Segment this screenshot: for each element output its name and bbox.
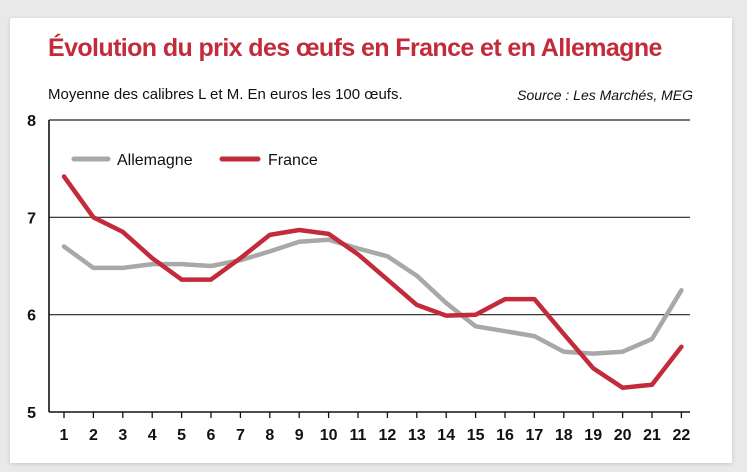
x-tick-label: 20	[614, 427, 632, 444]
x-tick-label: 4	[148, 427, 157, 444]
x-tick-label: 15	[467, 427, 485, 444]
x-tick-label: 22	[673, 427, 691, 444]
y-tick-label: 7	[27, 210, 36, 227]
x-tick-label: 19	[584, 427, 602, 444]
chart-source: Source : Les Marchés, MEG	[517, 87, 693, 103]
y-tick-label: 8	[27, 113, 36, 130]
x-tick-label: 2	[89, 427, 98, 444]
x-tick-label: 14	[437, 427, 455, 444]
x-tick-label: 6	[207, 427, 216, 444]
y-tick-label: 6	[27, 308, 36, 325]
legend-label-allemagne: Allemagne	[117, 152, 193, 169]
x-tick-label: 5	[177, 427, 186, 444]
x-tick-label: 1	[60, 427, 69, 444]
x-tick-label: 3	[118, 427, 127, 444]
x-tick-label: 7	[236, 427, 245, 444]
x-tick-label: 9	[295, 427, 304, 444]
x-tick-label: 13	[408, 427, 426, 444]
chart-subtitle: Moyenne des calibres L et M. En euros le…	[48, 86, 403, 103]
x-tick-label: 11	[350, 427, 367, 444]
x-tick-label: 8	[265, 427, 274, 444]
x-tick-label: 16	[496, 427, 514, 444]
y-tick-label: 5	[27, 405, 36, 422]
x-tick-label: 10	[320, 427, 338, 444]
legend-label-france: France	[268, 152, 318, 169]
series-line-france	[61, 174, 684, 390]
x-tick-label: 18	[555, 427, 573, 444]
x-tick-label: 17	[526, 427, 544, 444]
x-tick-label: 21	[643, 427, 661, 444]
chart-title: Évolution du prix des œufs en France et …	[48, 34, 662, 62]
series-line-allemagne	[61, 237, 684, 356]
x-tick-label: 12	[379, 427, 397, 444]
